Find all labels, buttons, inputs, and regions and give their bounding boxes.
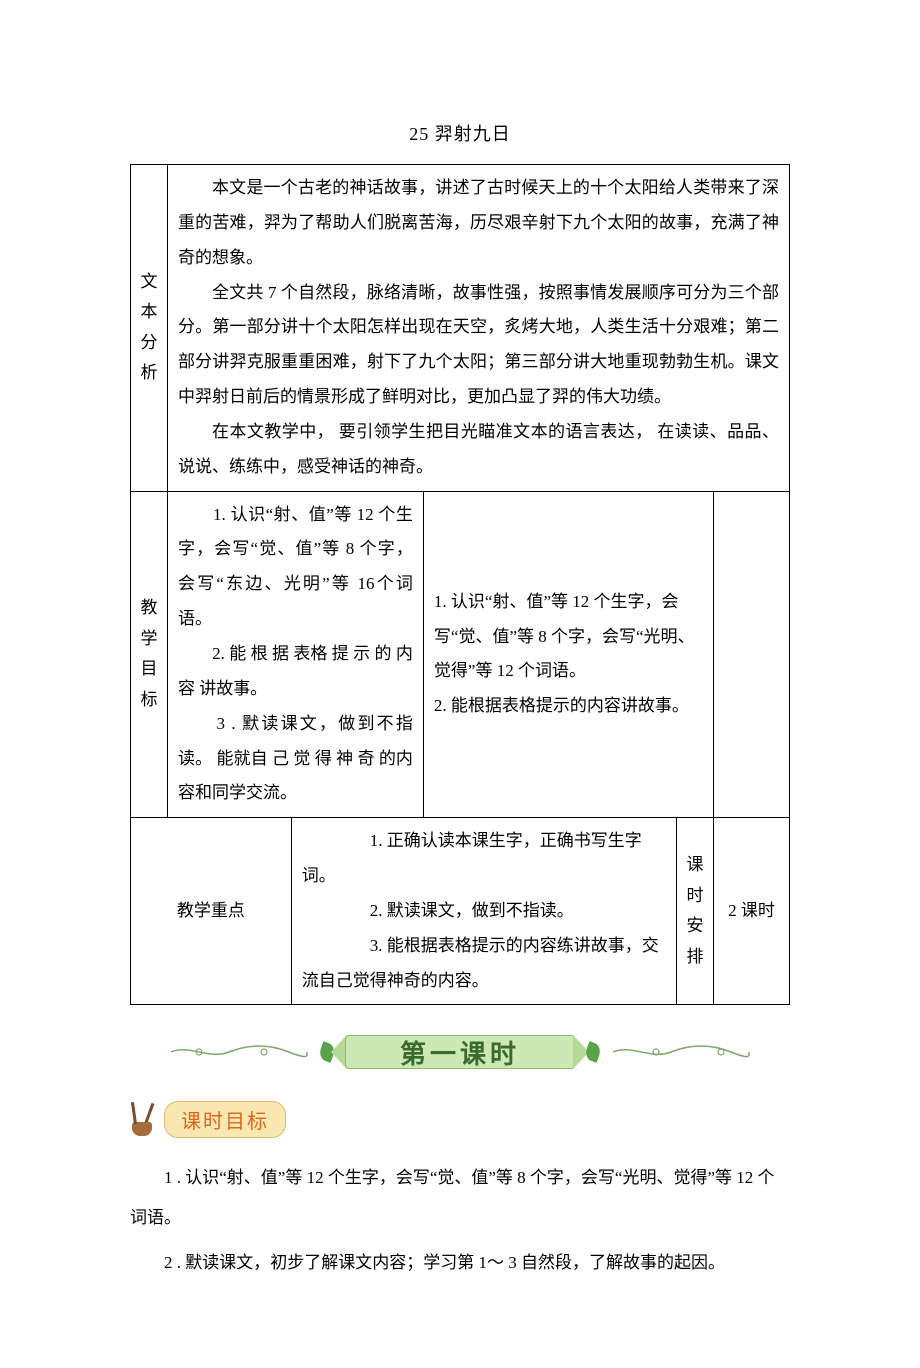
analysis-p2: 全文共 7 个自然段，脉络清晰，故事性强，按照事情发展顺序可分为三个部分。第一部…	[178, 276, 779, 415]
table-row: 文本分析 本文是一个古老的神话故事，讲述了古时候天上的十个太阳给人类带来了深重的…	[131, 165, 790, 492]
focus-text: 1. 正确认读本课生字，正确书写生字词。 2. 默读课文，做到不指读。 3. 能…	[291, 818, 676, 1005]
lesson-table: 文本分析 本文是一个古老的神话故事，讲述了古时候天上的十个太阳给人类带来了深重的…	[130, 164, 790, 1005]
swirl-right-icon	[611, 1042, 751, 1062]
section-banner: 第一课时	[130, 1029, 790, 1075]
body-text: 1 . 认识“射、值”等 12 个生字，会写“觉、值”等 8 个字，会写“光明、…	[130, 1158, 790, 1281]
analysis-cell: 本文是一个古老的神话故事，讲述了古时候天上的十个太阳给人类带来了深重的苦难，羿为…	[168, 165, 790, 492]
analysis-label: 文本分析	[131, 165, 168, 492]
page: 25 羿射九日 文本分析 本文是一个古老的神话故事，讲述了古时候天上的十个太阳给…	[0, 0, 920, 1368]
section-badge: 课时目标	[164, 1101, 286, 1138]
brush-icon	[130, 1102, 158, 1138]
ribbon: 第一课时	[345, 1029, 575, 1075]
table-row: 教学重点 1. 正确认读本课生字，正确书写生字词。 2. 默读课文，做到不指读。…	[131, 818, 790, 1005]
goals-left: 1. 认识“射、值”等 12 个生字，会写“觉、值”等 8 个字，会写“东边、光…	[168, 491, 424, 818]
goals-label: 教学目标	[131, 491, 168, 818]
focus-label: 教学重点	[131, 818, 292, 1005]
schedule-label: 课时安排	[677, 818, 714, 1005]
goals-right: 1. 认识“射、值”等 12 个生字，会写“觉、值”等 8 个字，会写“光明、觉…	[423, 491, 713, 818]
leaf-right-icon	[585, 1042, 601, 1062]
badge-row: 课时目标	[130, 1101, 790, 1138]
body-item-2: 2 . 默读课文，初步了解课文内容；学习第 1～ 3 自然段，了解故事的起因。	[130, 1243, 790, 1282]
goals-empty	[714, 491, 790, 818]
body-item-1: 1 . 认识“射、值”等 12 个生字，会写“觉、值”等 8 个字，会写“光明、…	[130, 1158, 790, 1236]
schedule-value: 2 课时	[714, 818, 790, 1005]
analysis-p1: 本文是一个古老的神话故事，讲述了古时候天上的十个太阳给人类带来了深重的苦难，羿为…	[178, 171, 779, 276]
table-row: 教学目标 1. 认识“射、值”等 12 个生字，会写“觉、值”等 8 个字，会写…	[131, 491, 790, 818]
swirl-left-icon	[169, 1042, 309, 1062]
analysis-p3: 在本文教学中， 要引领学生把目光瞄准文本的语言表达， 在读读、品品、说说、练练中…	[178, 415, 779, 485]
document-title: 25 羿射九日	[130, 120, 790, 146]
banner-text: 第一课时	[400, 1034, 520, 1071]
